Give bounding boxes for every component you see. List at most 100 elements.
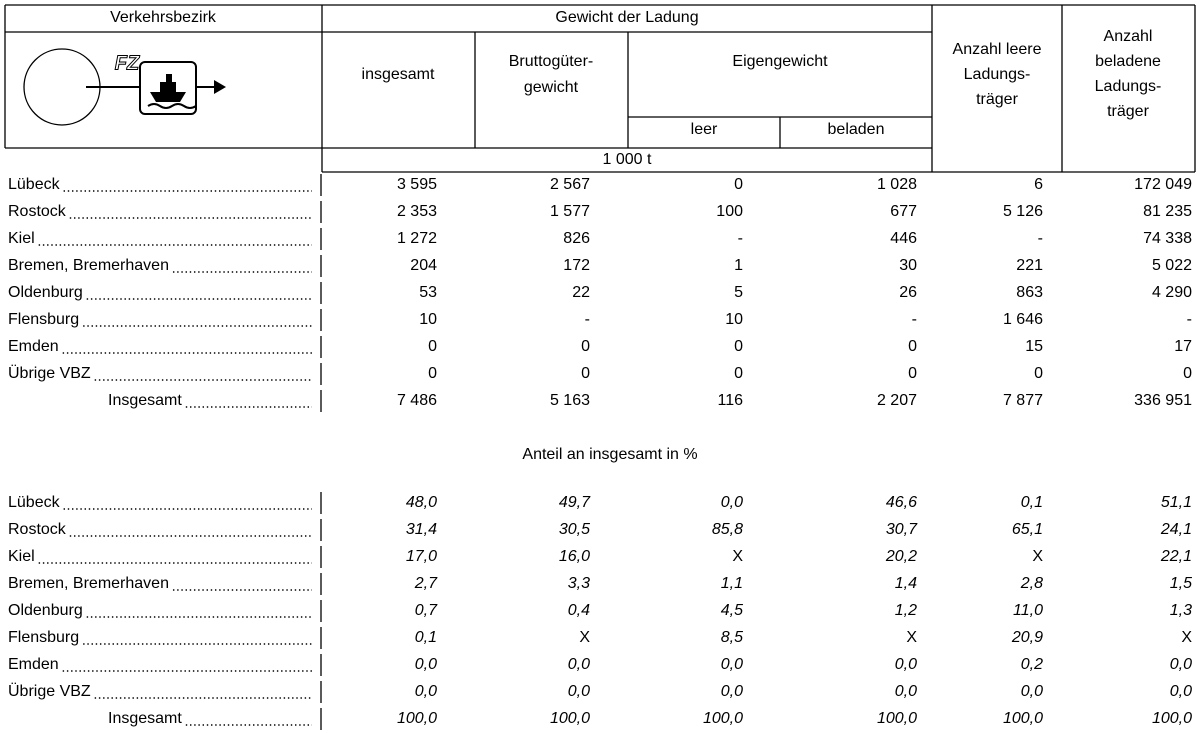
cell: 1,3 — [1170, 602, 1192, 619]
cell: 677 — [890, 203, 917, 220]
cell: 17,0 — [406, 548, 437, 565]
cell: 6 — [1034, 176, 1043, 193]
cell: 100,0 — [1152, 710, 1192, 727]
cell: 5 163 — [550, 392, 590, 409]
cell: 2,7 — [414, 575, 438, 592]
cell: 81 235 — [1143, 203, 1192, 220]
cell: 0,1 — [1021, 494, 1043, 511]
row-label: Emden — [8, 338, 59, 355]
cell: 0 — [734, 176, 743, 193]
cell: 0,1 — [415, 629, 437, 646]
cell: 0 — [1034, 365, 1043, 382]
header-empty-units: Anzahl leere — [953, 41, 1042, 58]
row-label: Flensburg — [8, 629, 79, 646]
cell: 0 — [428, 338, 437, 355]
cell: 74 338 — [1143, 230, 1192, 247]
cell: 0,4 — [568, 602, 590, 619]
cell: 65,1 — [1012, 521, 1043, 538]
cell: 100,0 — [877, 710, 917, 727]
cell: X — [1032, 548, 1043, 565]
cell: 204 — [410, 257, 437, 274]
header-grid — [4, 4, 1196, 173]
cell: 221 — [1016, 257, 1043, 274]
icon-label: FZ — [115, 52, 140, 74]
cell: 26 — [899, 284, 917, 301]
header-loaded-units: Anzahl — [1104, 28, 1153, 45]
cell: 85,8 — [712, 521, 743, 538]
header-loaded-units: träger — [1107, 103, 1149, 120]
cell: - — [738, 230, 743, 247]
cell: 1 272 — [397, 230, 437, 247]
cell: 100 — [716, 203, 743, 220]
icon: FZ — [23, 48, 226, 126]
row-label: Bremen, Bremerhaven — [8, 257, 169, 274]
cell: 3 595 — [397, 176, 437, 193]
header-unit: 1 000 t — [603, 151, 652, 168]
header-own-loaded: beladen — [828, 121, 885, 138]
cell: 0 — [581, 338, 590, 355]
cell: 1 028 — [877, 176, 917, 193]
cell: 4 290 — [1152, 284, 1192, 301]
cell: 48,0 — [406, 494, 437, 511]
cell: 0,0 — [568, 683, 590, 700]
cell: 1 577 — [550, 203, 590, 220]
cell: 10 — [419, 311, 437, 328]
cell: 0 — [428, 365, 437, 382]
cell: 2,8 — [1020, 575, 1043, 592]
header-empty-units: träger — [976, 91, 1018, 108]
cell: 11,0 — [1013, 602, 1043, 619]
cell: 0 — [734, 338, 743, 355]
cell: 100,0 — [397, 710, 437, 727]
cell: 446 — [890, 230, 917, 247]
cell: 16,0 — [559, 548, 590, 565]
header-region: Verkehrsbezirk — [110, 9, 217, 26]
cell: 20,9 — [1011, 629, 1043, 646]
row-label: Rostock — [8, 203, 67, 220]
cell: 2 207 — [877, 392, 917, 409]
cell: 2 567 — [550, 176, 590, 193]
cell: 1,2 — [895, 602, 917, 619]
cell: 51,1 — [1161, 494, 1192, 511]
cell: 0,0 — [1170, 683, 1192, 700]
header-own: Eigengewicht — [732, 53, 828, 70]
row-label: Kiel — [8, 548, 35, 565]
row-label: Lübeck — [8, 494, 61, 511]
cell: 0,0 — [895, 656, 917, 673]
row-label: Insgesamt — [108, 710, 182, 727]
cell: 5 022 — [1152, 257, 1192, 274]
header-gross: Bruttogüter- — [509, 53, 593, 70]
cell: 46,6 — [886, 494, 917, 511]
cell: 30,5 — [559, 521, 590, 538]
row-label: Rostock — [8, 521, 67, 538]
cell: 100,0 — [550, 710, 590, 727]
cell: 1,4 — [895, 575, 917, 592]
cell: - — [585, 311, 590, 328]
cell: 172 — [563, 257, 590, 274]
cell: 116 — [717, 392, 743, 409]
cell: 8,5 — [721, 629, 743, 646]
cell: 0,0 — [1170, 656, 1192, 673]
cell: 0,0 — [721, 494, 743, 511]
cell: 1 — [734, 257, 743, 274]
header-loaded-units: beladene — [1095, 53, 1161, 70]
row-label: Flensburg — [8, 311, 79, 328]
cell: 863 — [1016, 284, 1043, 301]
cell: 1,5 — [1170, 575, 1192, 592]
cell: 0 — [1183, 365, 1192, 382]
cell: 2 353 — [397, 203, 437, 220]
cell: 30 — [899, 257, 917, 274]
section-title: Anteil an insgesamt in % — [522, 446, 697, 463]
cell: 5 — [734, 284, 743, 301]
row-label: Lübeck — [8, 176, 61, 193]
row-label: Bremen, Bremerhaven — [8, 575, 169, 592]
cell: 5 126 — [1003, 203, 1043, 220]
cell: 4,5 — [721, 602, 743, 619]
row-label: Übrige VBZ — [8, 682, 91, 700]
cell: 0,0 — [721, 656, 743, 673]
cell: 30,7 — [886, 521, 918, 538]
cell: X — [906, 629, 917, 646]
cell: X — [1181, 629, 1192, 646]
cell: 0,7 — [415, 602, 438, 619]
cell: 31,4 — [406, 521, 437, 538]
cell: 49,7 — [559, 494, 591, 511]
